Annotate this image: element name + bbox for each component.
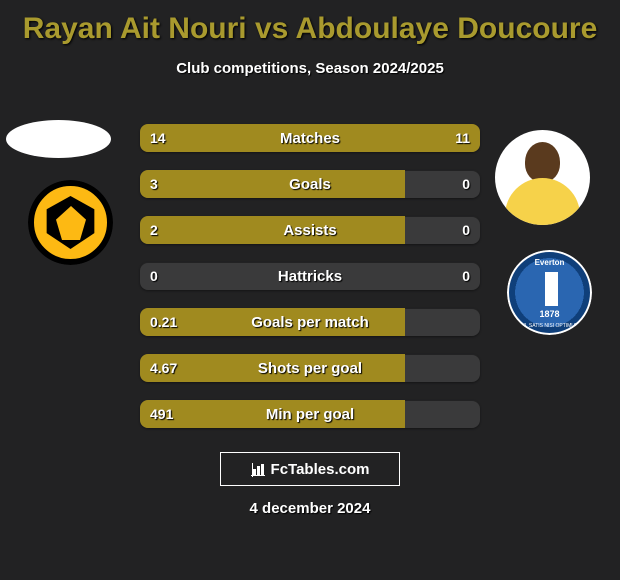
- generated-date: 4 december 2024: [0, 500, 620, 517]
- stat-right-value: 0: [462, 170, 470, 198]
- stat-row-goals-per-match: 0.21Goals per match: [140, 308, 480, 336]
- bar-left-fill: [140, 354, 405, 382]
- stat-right-value: 0: [462, 262, 470, 290]
- logo-text: FcTables.com: [271, 461, 370, 478]
- stat-row-shots-per-goal: 4.67Shots per goal: [140, 354, 480, 382]
- fctables-logo[interactable]: FcTables.com: [220, 452, 400, 486]
- stat-row-min-per-goal: 491Min per goal: [140, 400, 480, 428]
- stat-row-goals: 30Goals: [140, 170, 480, 198]
- comparison-stage: Everton 1878 NIL SATIS NISI OPTIMUM 1411…: [0, 110, 620, 450]
- stat-right-value: 0: [462, 216, 470, 244]
- club-right-name: Everton: [509, 258, 590, 267]
- club-right-badge: Everton 1878 NIL SATIS NISI OPTIMUM: [507, 250, 592, 335]
- avatar-body: [505, 178, 580, 225]
- stat-row-assists: 20Assists: [140, 216, 480, 244]
- bar-left-fill: [140, 308, 405, 336]
- stat-label: Hattricks: [140, 262, 480, 290]
- bar-left-fill: [140, 124, 330, 152]
- bar-left-fill: [140, 216, 405, 244]
- avatar-head: [525, 142, 560, 182]
- everton-tower-icon: [545, 272, 558, 306]
- player-right-photo: [495, 130, 590, 225]
- page-subtitle: Club competitions, Season 2024/2025: [0, 60, 620, 77]
- club-left-badge: [28, 180, 113, 265]
- stat-row-matches: 1411Matches: [140, 124, 480, 152]
- stat-bars: 1411Matches30Goals20Assists00Hattricks0.…: [140, 124, 480, 446]
- player-left-photo: [6, 120, 111, 158]
- club-right-year: 1878: [509, 309, 590, 319]
- barchart-icon: [251, 461, 267, 477]
- stat-row-hattricks: 0 0Hattricks: [140, 262, 480, 290]
- bar-left-fill: [140, 400, 405, 428]
- stat-left-value: 0: [150, 262, 158, 290]
- bar-left-fill: [140, 170, 405, 198]
- bar-right-fill: [330, 124, 480, 152]
- page-title: Rayan Ait Nouri vs Abdoulaye Doucoure: [0, 0, 620, 46]
- club-right-motto: NIL SATIS NISI OPTIMUM: [509, 323, 590, 329]
